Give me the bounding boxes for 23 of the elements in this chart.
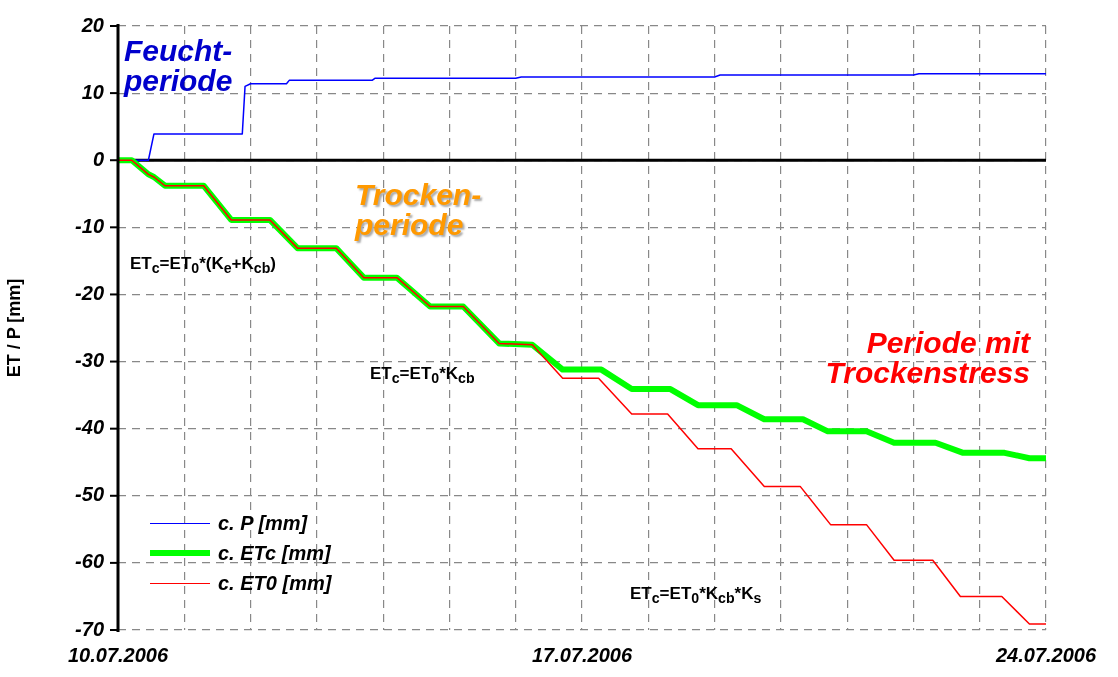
annotation: Periode mit Trockenstress	[824, 326, 1030, 389]
annotation: ET$_{c}$=ET$_{0}$*K$_{cb}$	[370, 364, 475, 387]
annotation: Trocken- periode	[355, 178, 482, 241]
annotation: ET$_{c}$=ET$_{0}$*K$_{cb}$*K$_{s}$	[630, 584, 762, 607]
text: ET$_{c}$=ET$_{0}$*(K$_{e}$+K$_{cb}$)	[130, 254, 276, 277]
y-tick-label: -20	[75, 281, 104, 304]
x-tick-label: 17.07.2006	[531, 643, 633, 666]
y-tick-label: 20	[80, 13, 104, 36]
legend-label: c. ET0 [mm]	[218, 571, 332, 595]
y-tick-label: -10	[75, 214, 104, 237]
y-tick-label: -60	[75, 550, 104, 573]
y-tick-label: 10	[81, 80, 104, 103]
legend-label: c. ETc [mm]	[218, 541, 331, 565]
annotation: Feucht- periode	[124, 34, 233, 97]
y-tick-label: -50	[75, 483, 104, 506]
y-tick-label: -30	[75, 349, 104, 372]
x-tick-label: 10.07.2006	[67, 643, 169, 666]
x-tick-label: 24.07.2006	[994, 643, 1097, 666]
y-tick-label: -40	[75, 416, 104, 439]
y-axis-title: ET / P [mm]	[3, 278, 24, 378]
y-tick-label: 0	[92, 147, 104, 170]
y-tick-label: -70	[75, 617, 104, 640]
legend-label: c. P [mm]	[218, 511, 308, 535]
